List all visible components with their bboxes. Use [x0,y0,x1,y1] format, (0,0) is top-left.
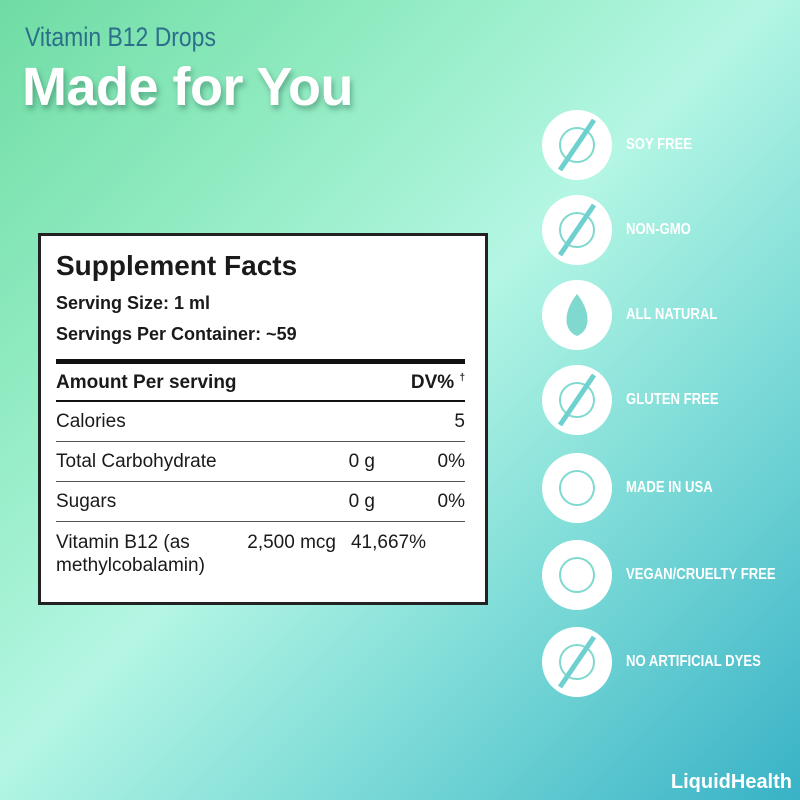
no-dye-drop-icon [542,627,612,697]
badge: ALL NATURAL [542,280,737,350]
facts-dv: 5 [454,411,465,432]
badge: NON-GMO [542,195,705,265]
dv-header: DV% † [411,372,465,394]
badge-label: NON-GMO [626,221,691,238]
facts-name: Calories [56,411,126,432]
facts-name: Vitamin B12 (as methylcobalamin) [56,532,205,576]
badge-label: SOY FREE [626,136,693,153]
soy-free-icon [542,110,612,180]
facts-amount: 0 g [348,451,375,472]
facts-amount: 2,500 mcg [247,532,336,553]
facts-title: Supplement Facts [56,250,298,281]
facts-name: Total Carbohydrate [56,451,217,472]
badge-label: GLUTEN FREE [626,391,719,408]
servings-per-container: Servings Per Container: ~59 [56,324,297,344]
facts-row: Vitamin B12 (as methylcobalamin) 2,500 mc… [56,522,465,585]
serving-size: Serving Size: 1 ml [56,293,211,313]
product-subtitle: Vitamin B12 Drops [25,22,216,52]
amount-header: Amount Per serving [56,372,237,393]
dv-footnote-mark: † [459,372,465,384]
supplement-facts-panel: Supplement Facts Serving Size: 1 ml Serv… [38,233,488,605]
badge: GLUTEN FREE [542,365,739,435]
non-gmo-icon [542,195,612,265]
liquidhealth-logo: LiquidHealth [670,771,792,793]
facts-row: Sugars 0 g 0% [56,482,465,522]
facts-dv: 41,667% [350,532,426,553]
facts-name: Sugars [56,491,117,512]
badge-label: NO ARTIFICIAL DYES [626,653,761,670]
facts-amount [285,411,375,433]
divider [56,359,465,364]
badge: MADE IN USA [542,453,732,523]
badge-label: VEGAN/CRUELTY FREE [626,566,776,583]
dv-header-label: DV% [410,372,455,393]
badge: SOY FREE [542,110,707,180]
bunny-icon [542,540,612,610]
facts-amount: 0 g [348,491,375,512]
badge: VEGAN/CRUELTY FREE [542,540,800,610]
facts-dv: 0% [437,491,465,512]
facts-header: Amount Per serving DV% † [56,364,465,402]
usa-map-icon [542,453,612,523]
badge-label: MADE IN USA [626,479,713,496]
gluten-free-icon [542,365,612,435]
facts-row: Total Carbohydrate 0 g 0% [56,442,465,482]
badge: NO ARTIFICIAL DYES [542,627,790,697]
badge-label: ALL NATURAL [626,306,718,323]
facts-dv: 0% [437,451,465,472]
headline: Made for You [22,57,354,117]
facts-row: Calories 5 [56,402,465,442]
leaf-icon [542,280,612,350]
